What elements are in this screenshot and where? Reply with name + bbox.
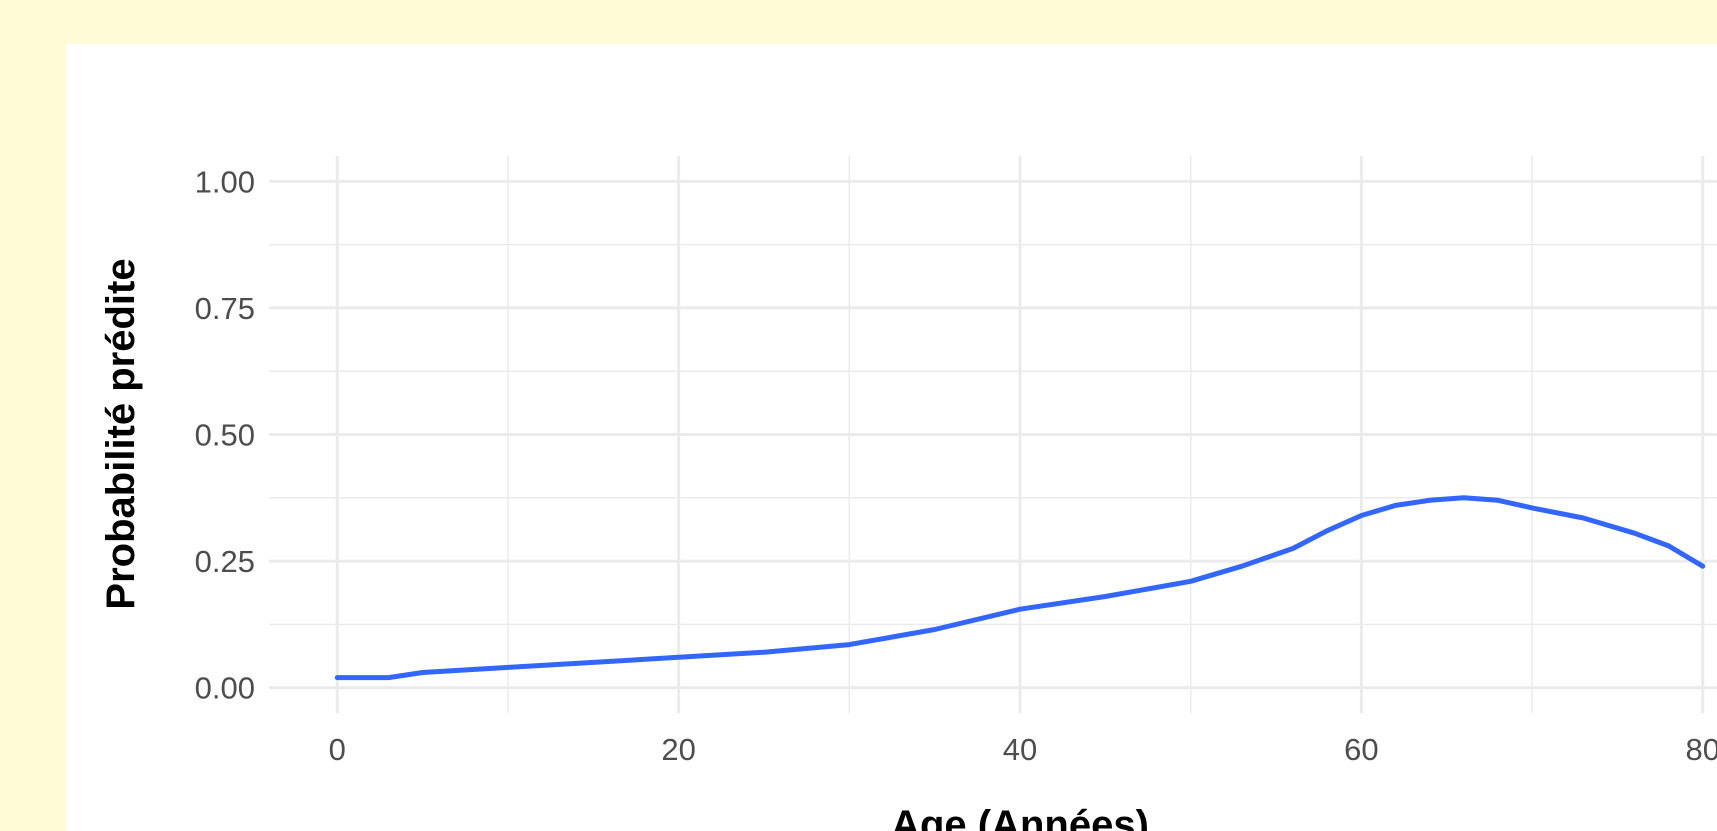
data-line (334, 495, 1706, 681)
y-tick-label: 0.00 (195, 671, 255, 706)
x-tick-label: 40 (1003, 732, 1037, 767)
x-tick-label: 20 (661, 732, 695, 767)
x-tick-label: 80 (1685, 732, 1717, 767)
x-tick-label: 0 (329, 732, 346, 767)
y-tick-label: 0.50 (195, 418, 255, 453)
x-axis-title: Age (Années) (891, 803, 1149, 831)
panel-background (66, 44, 1717, 831)
y-axis-title: Probabilité prédite (99, 258, 143, 609)
y-tick-label: 0.25 (195, 544, 255, 579)
y-tick-label: 1.00 (195, 164, 255, 199)
x-tick-label: 60 (1344, 732, 1378, 767)
y-tick-label: 0.75 (195, 291, 255, 326)
